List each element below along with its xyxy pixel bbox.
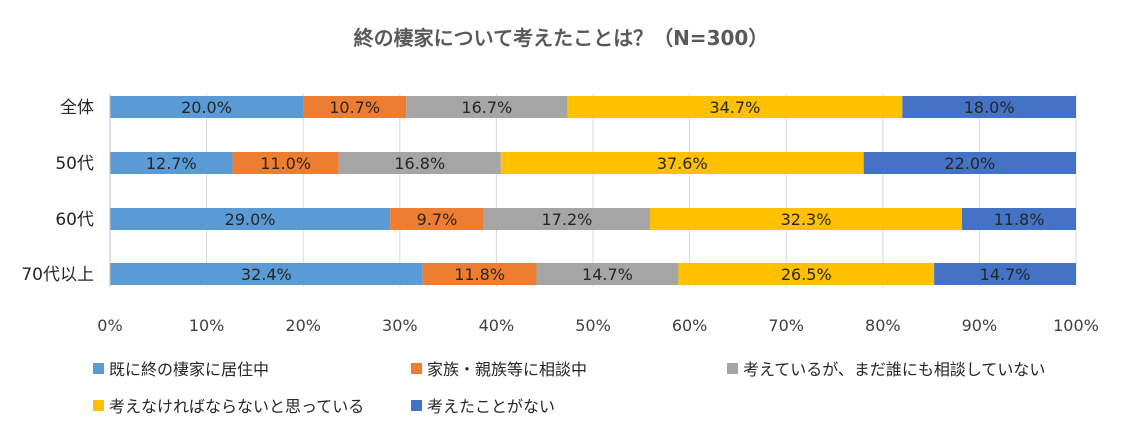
- bar-segment: [406, 96, 568, 118]
- data-label: 9.7%: [417, 210, 458, 229]
- data-label: 26.5%: [781, 265, 832, 284]
- bar-segment: [110, 263, 423, 285]
- x-tick-label: 100%: [1053, 316, 1099, 335]
- bar-segment: [962, 208, 1076, 230]
- category-label: 70代以上: [21, 265, 94, 285]
- x-tick-label: 50%: [575, 316, 611, 335]
- category-label: 60代: [55, 210, 94, 230]
- x-tick-label: 30%: [382, 316, 418, 335]
- x-tick-label: 40%: [479, 316, 515, 335]
- data-label: 11.0%: [260, 154, 311, 173]
- data-label: 34.7%: [709, 98, 760, 117]
- x-tick-label: 70%: [768, 316, 804, 335]
- bar-segment: [390, 208, 484, 230]
- category-label: 50代: [55, 154, 94, 174]
- data-label: 32.4%: [241, 265, 292, 284]
- x-tick-label: 90%: [962, 316, 998, 335]
- data-label: 14.7%: [980, 265, 1031, 284]
- category-label: 全体: [60, 98, 94, 118]
- x-tick-label: 60%: [672, 316, 708, 335]
- data-label: 14.7%: [582, 265, 633, 284]
- bar-segment: [902, 96, 1076, 118]
- bar-segment: [649, 208, 963, 230]
- bar-segment: [422, 263, 537, 285]
- data-label: 32.3%: [781, 210, 832, 229]
- bar-segment: [338, 152, 501, 174]
- data-label: 12.7%: [146, 154, 197, 173]
- x-tick-label: 0%: [97, 316, 122, 335]
- bar-segment: [483, 208, 650, 230]
- bar-segment: [863, 152, 1076, 174]
- data-label: 17.2%: [542, 210, 593, 229]
- bar-segment: [934, 263, 1076, 285]
- data-label: 29.0%: [225, 210, 276, 229]
- bar-segment: [232, 152, 339, 174]
- x-tick-label: 80%: [865, 316, 901, 335]
- bar-segment: [567, 96, 903, 118]
- bar-segment: [678, 263, 935, 285]
- data-label: 16.7%: [461, 98, 512, 117]
- data-label: 11.8%: [994, 210, 1045, 229]
- data-label: 37.6%: [657, 154, 708, 173]
- chart-title: 終の棲家について考えたことは？（N=300）: [353, 26, 769, 50]
- data-label: 20.0%: [181, 98, 232, 117]
- bar-segment: [110, 152, 233, 174]
- bar-segment: [110, 208, 391, 230]
- data-label: 18.0%: [964, 98, 1015, 117]
- x-tick-label: 20%: [285, 316, 321, 335]
- data-label: 10.7%: [329, 98, 380, 117]
- bar-segment: [303, 96, 407, 118]
- data-label: 22.0%: [944, 154, 995, 173]
- data-label: 16.8%: [394, 154, 445, 173]
- bar-segment: [110, 96, 304, 118]
- data-label: 11.8%: [454, 265, 505, 284]
- x-tick-label: 10%: [189, 316, 225, 335]
- bar-segment: [500, 152, 864, 174]
- bar-segment: [536, 263, 679, 285]
